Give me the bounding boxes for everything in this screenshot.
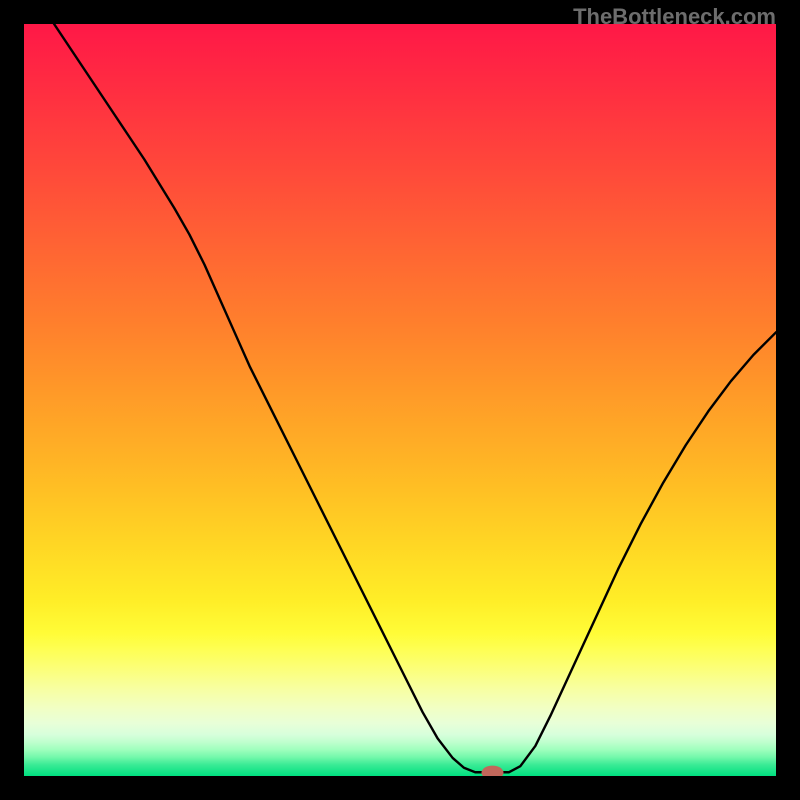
plot-svg: [24, 24, 776, 776]
watermark-text: TheBottleneck.com: [573, 4, 776, 30]
plot-area: [24, 24, 776, 776]
chart-stage: TheBottleneck.com: [0, 0, 800, 800]
gradient-background: [24, 24, 776, 776]
